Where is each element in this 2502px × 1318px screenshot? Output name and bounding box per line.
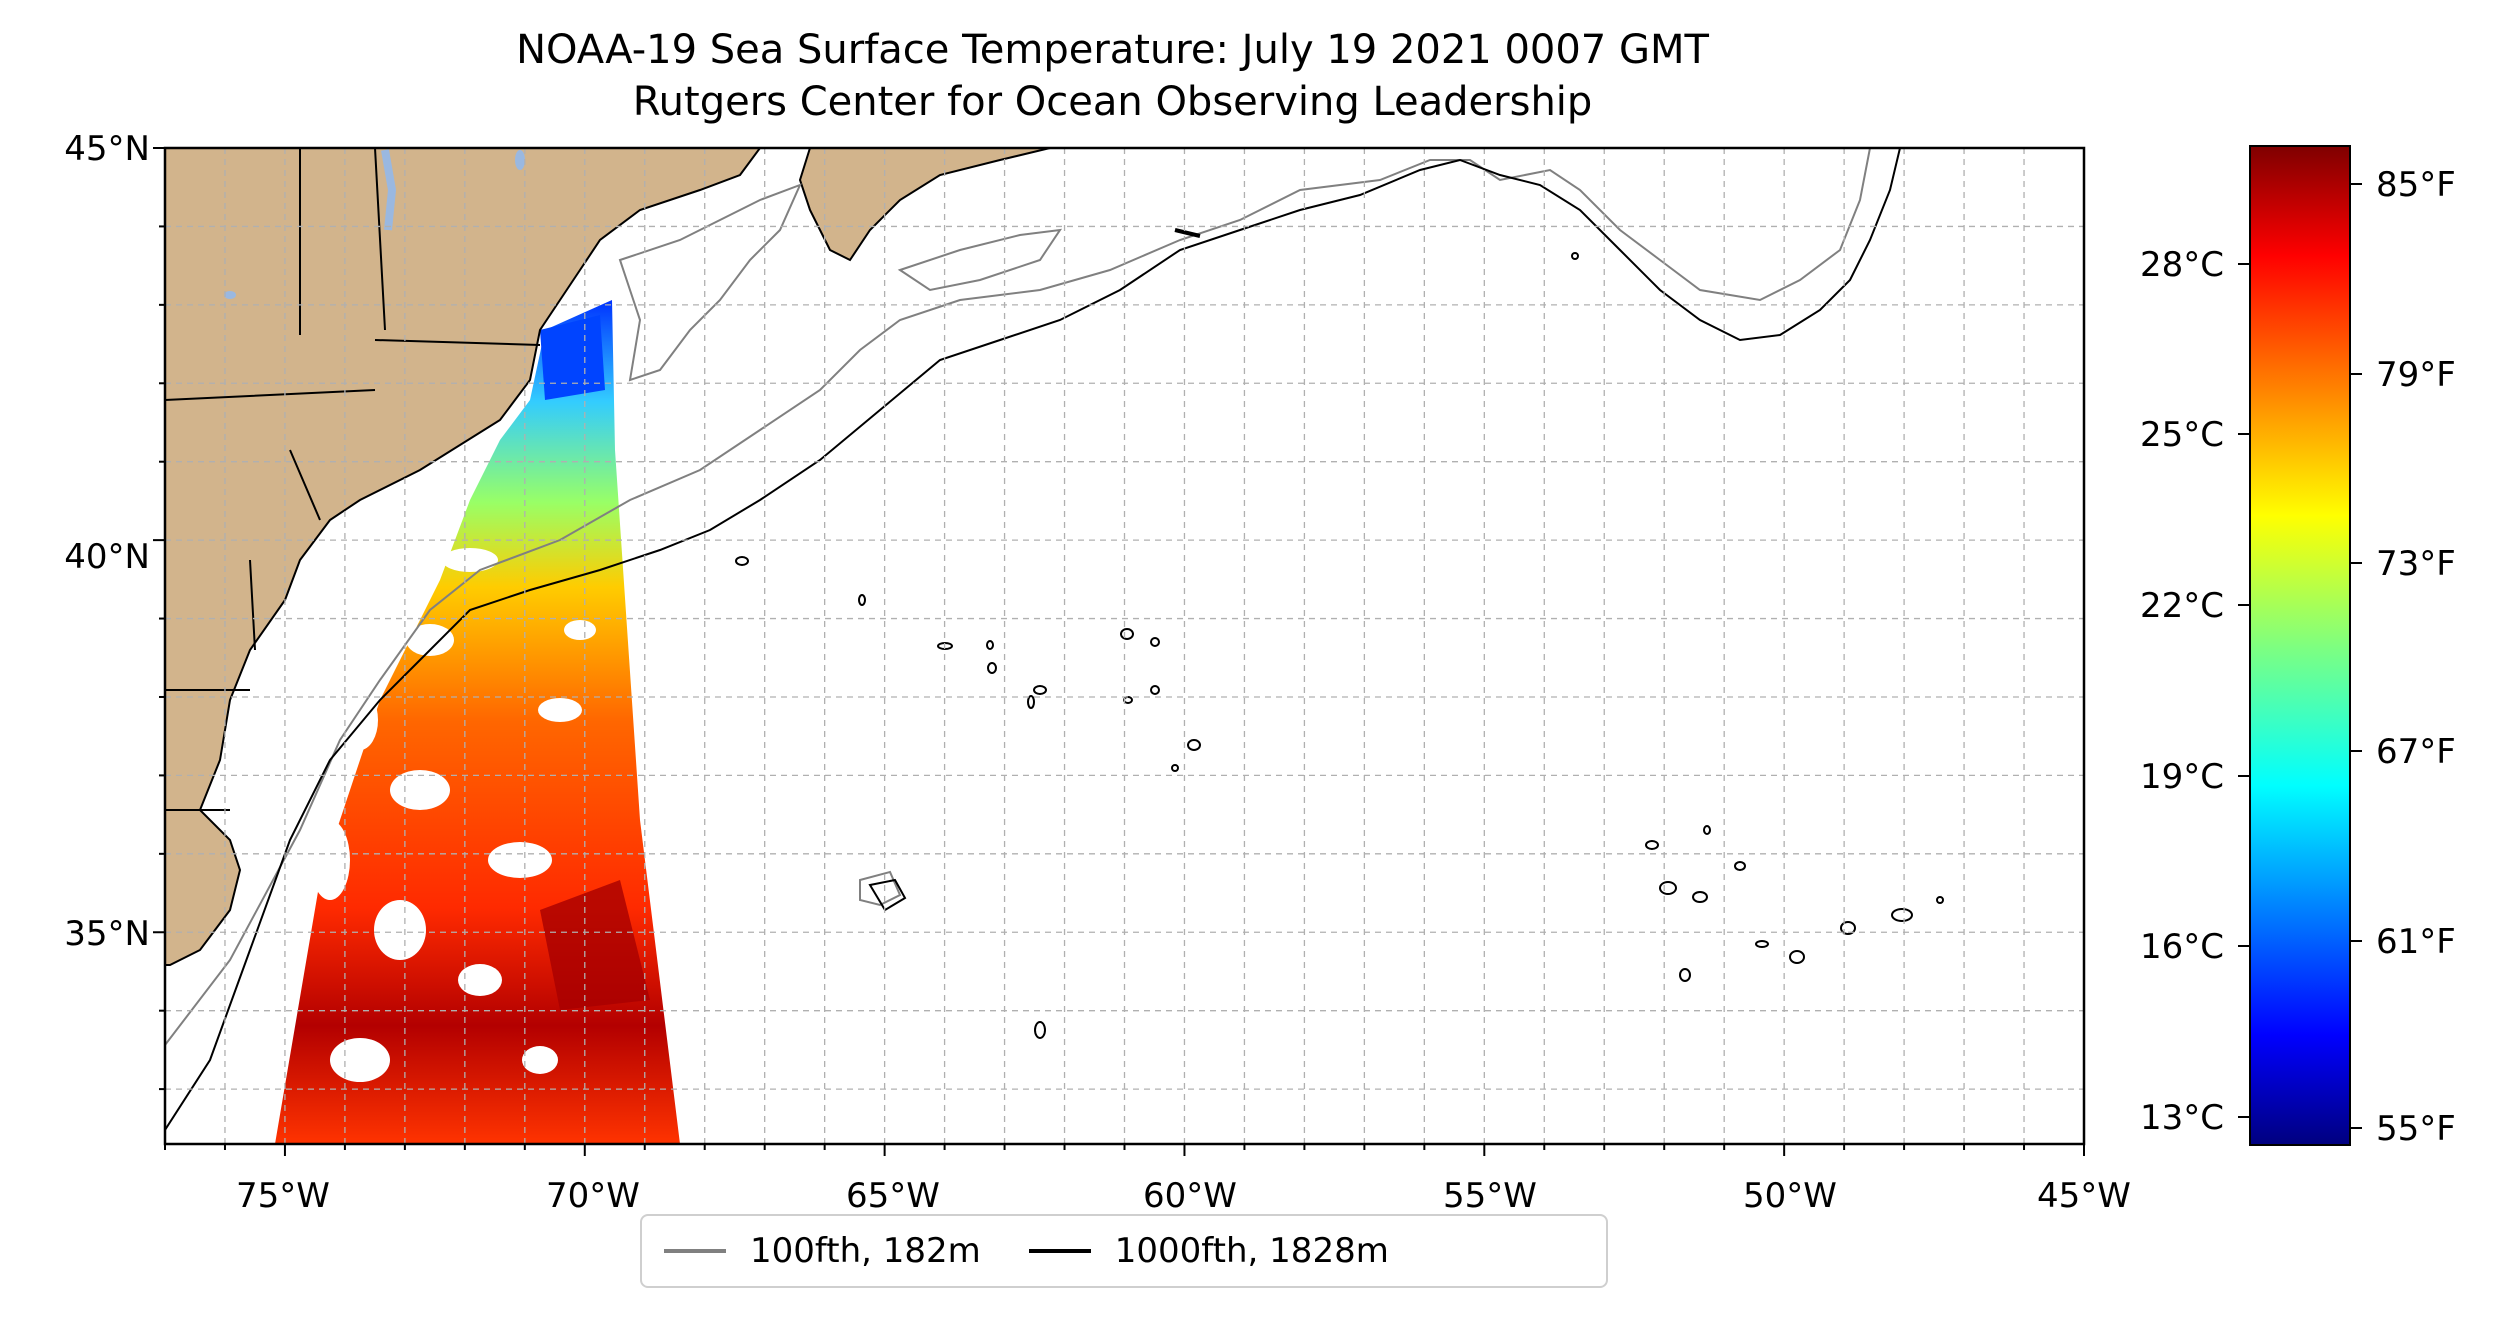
map-axis-ticks: [153, 147, 2085, 1156]
map-gridlines: [165, 148, 2084, 1144]
fahrenheit-tick-label: 79°F: [2376, 355, 2456, 395]
fahrenheit-tick-label: 55°F: [2376, 1109, 2456, 1149]
legend-label: 100fth, 182m: [750, 1231, 981, 1271]
fahrenheit-tick-label: 67°F: [2376, 732, 2456, 772]
legend-label: 1000fth, 1828m: [1114, 1231, 1389, 1271]
celsius-tick-label: 25°C: [2140, 415, 2224, 455]
celsius-tick-label: 16°C: [2140, 927, 2224, 967]
celsius-tick-label: 13°C: [2140, 1098, 2224, 1138]
title-line-2: Rutgers Center for Ocean Observing Leade…: [632, 79, 1593, 125]
fahrenheit-tick-label: 61°F: [2376, 922, 2456, 962]
latitude-labels: 45°N 40°N 35°N: [64, 129, 150, 954]
lon-tick-label: 55°W: [1443, 1176, 1537, 1216]
lon-tick-label: 75°W: [236, 1176, 330, 1216]
legend-line-gray: [664, 1249, 726, 1253]
fahrenheit-tick-label: 85°F: [2376, 165, 2456, 205]
lon-tick-label: 45°W: [2037, 1176, 2131, 1216]
lat-tick-label: 45°N: [64, 129, 150, 169]
lat-tick-label: 40°N: [64, 537, 150, 577]
title-line-1: NOAA-19 Sea Surface Temperature: July 19…: [516, 27, 1709, 73]
celsius-tick-label: 28°C: [2140, 245, 2224, 285]
colorbar-ticks: [2238, 183, 2362, 1129]
map-plot-area: [165, 148, 2084, 1144]
celsius-tick-label: 22°C: [2140, 586, 2224, 626]
colorbar: 28°C 25°C 22°C 19°C 16°C 13°C 85°F 79°F …: [2140, 145, 2456, 1149]
isobath-100fth: [165, 148, 1871, 1046]
legend-item-1000fth: 1000fth, 1828m: [1028, 1231, 1389, 1271]
lon-tick-label: 60°W: [1143, 1176, 1237, 1216]
longitude-labels: 75°W 70°W 65°W 60°W 55°W 50°W 45°W: [236, 1176, 2131, 1216]
isobath-1000fth: [165, 148, 1944, 1131]
legend-line-black: [1028, 1249, 1091, 1253]
legend-item-100fth: 100fth, 182m: [664, 1231, 981, 1271]
chart-title: NOAA-19 Sea Surface Temperature: July 19…: [0, 24, 2225, 128]
lon-tick-label: 65°W: [846, 1176, 940, 1216]
land-coastline: [165, 148, 1051, 966]
fahrenheit-tick-label: 73°F: [2376, 544, 2456, 584]
lat-tick-label: 35°N: [64, 914, 150, 954]
lon-tick-label: 70°W: [546, 1176, 640, 1216]
celsius-tick-label: 19°C: [2140, 757, 2224, 797]
colorbar-gradient: [2249, 145, 2351, 1146]
isobath-legend: 100fth, 182m 1000fth, 1828m: [640, 1214, 1608, 1288]
lon-tick-label: 50°W: [1743, 1176, 1837, 1216]
